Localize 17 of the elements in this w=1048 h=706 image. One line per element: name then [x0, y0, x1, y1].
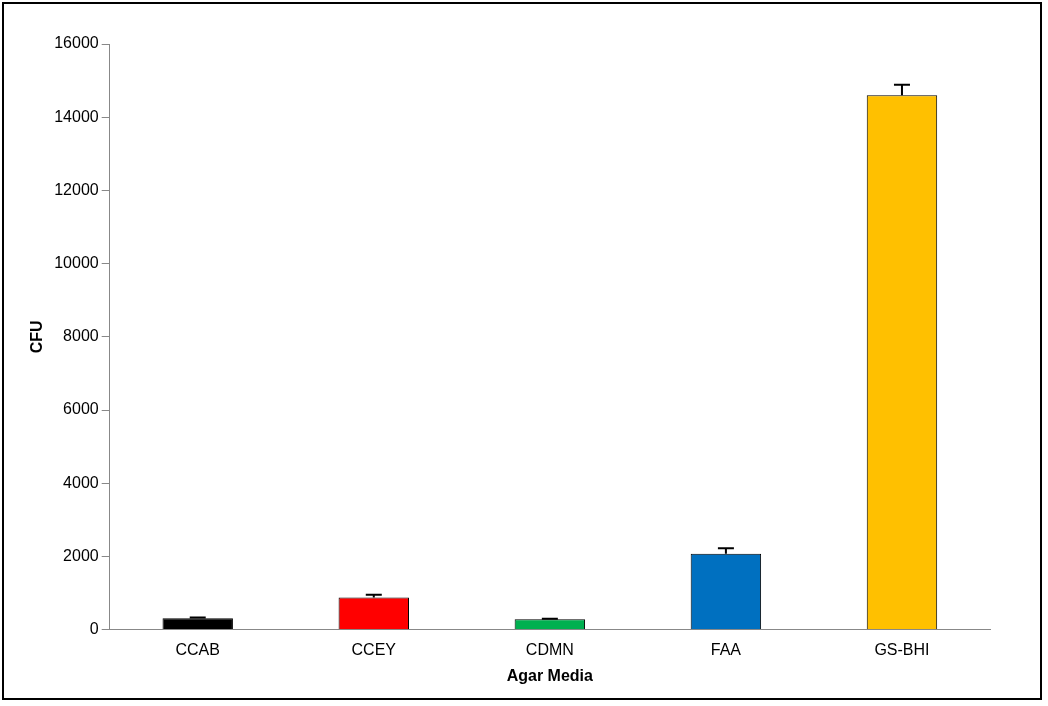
- x-tick-label: FAA: [710, 640, 742, 658]
- y-tick-label: 12000: [54, 180, 99, 198]
- y-axis-title: CFU: [28, 320, 46, 354]
- y-tick-label: 4000: [63, 473, 99, 491]
- y-tick-label: 14000: [54, 107, 99, 125]
- y-tick-label: 16000: [54, 34, 99, 52]
- y-tick-label: 2000: [63, 546, 99, 564]
- x-tick-label: CDMN: [525, 640, 574, 658]
- x-tick-label: GS-BHI: [874, 640, 930, 658]
- y-tick-label: 8000: [63, 327, 99, 345]
- y-tick-label: 10000: [54, 254, 99, 272]
- x-tick-label: CCEY: [351, 640, 397, 658]
- x-tick-label: CCAB: [175, 640, 220, 658]
- y-tick-label: 0: [89, 620, 99, 638]
- x-axis-title: Agar Media: [506, 666, 594, 684]
- bar: [162, 618, 233, 630]
- y-tick-label: 6000: [63, 400, 99, 418]
